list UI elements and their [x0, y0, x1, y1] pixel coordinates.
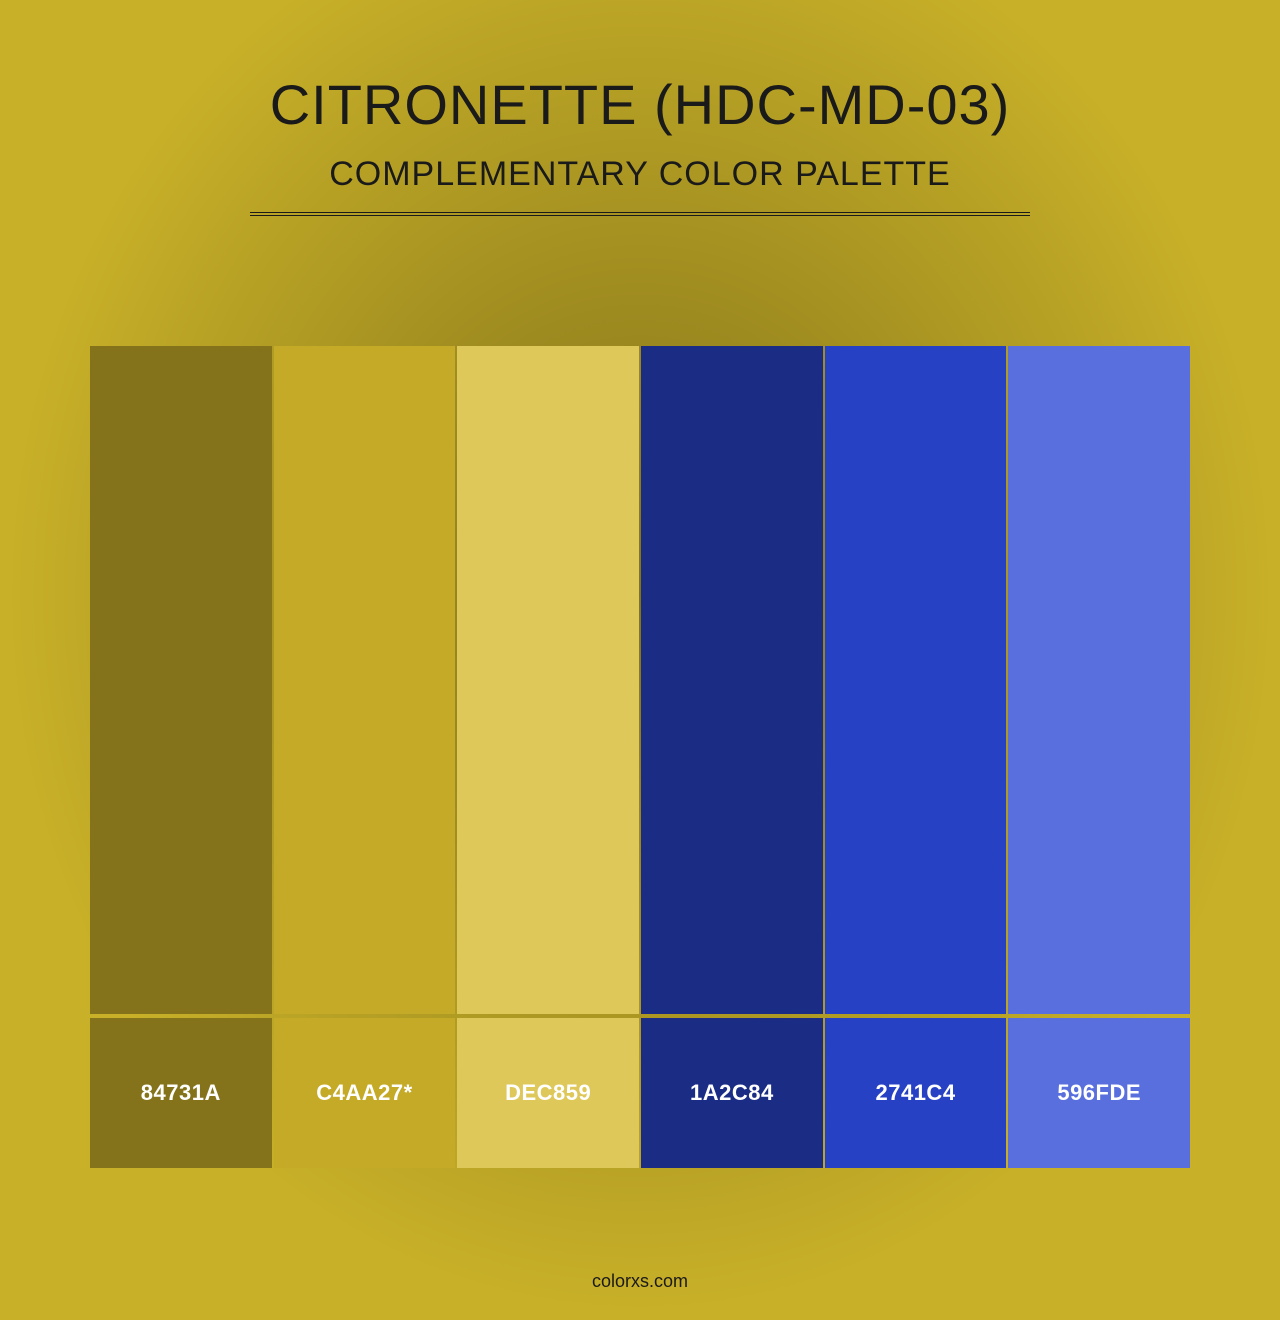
color-swatch [90, 346, 272, 1014]
swatch-hex-text: DEC859 [505, 1080, 591, 1106]
swatch-hex-text: 1A2C84 [690, 1080, 774, 1106]
swatch-label: C4AA27* [274, 1018, 456, 1168]
swatch-hex-text: 2741C4 [875, 1080, 955, 1106]
labels-row: 84731A C4AA27* DEC859 1A2C84 2741C4 596F… [90, 1018, 1190, 1168]
header: CITRONETTE (HDC-MD-03) COMPLEMENTARY COL… [250, 0, 1030, 216]
swatch-label: 596FDE [1008, 1018, 1190, 1168]
color-swatch [825, 346, 1007, 1014]
footer: colorxs.com [0, 1271, 1280, 1292]
color-swatch [274, 346, 456, 1014]
page-subtitle: COMPLEMENTARY COLOR PALETTE [250, 155, 1030, 194]
color-swatch [457, 346, 639, 1014]
swatches-row [90, 346, 1190, 1014]
swatch-hex-text: C4AA27* [316, 1080, 412, 1106]
color-swatch [641, 346, 823, 1014]
footer-text: colorxs.com [592, 1271, 688, 1291]
swatch-label: 2741C4 [825, 1018, 1007, 1168]
palette: 84731A C4AA27* DEC859 1A2C84 2741C4 596F… [90, 346, 1190, 1168]
header-divider [250, 212, 1030, 216]
swatch-hex-text: 596FDE [1057, 1080, 1141, 1106]
swatch-label: DEC859 [457, 1018, 639, 1168]
page-title: CITRONETTE (HDC-MD-03) [250, 72, 1030, 137]
color-swatch [1008, 346, 1190, 1014]
swatch-hex-text: 84731A [141, 1080, 221, 1106]
swatch-label: 84731A [90, 1018, 272, 1168]
swatch-label: 1A2C84 [641, 1018, 823, 1168]
